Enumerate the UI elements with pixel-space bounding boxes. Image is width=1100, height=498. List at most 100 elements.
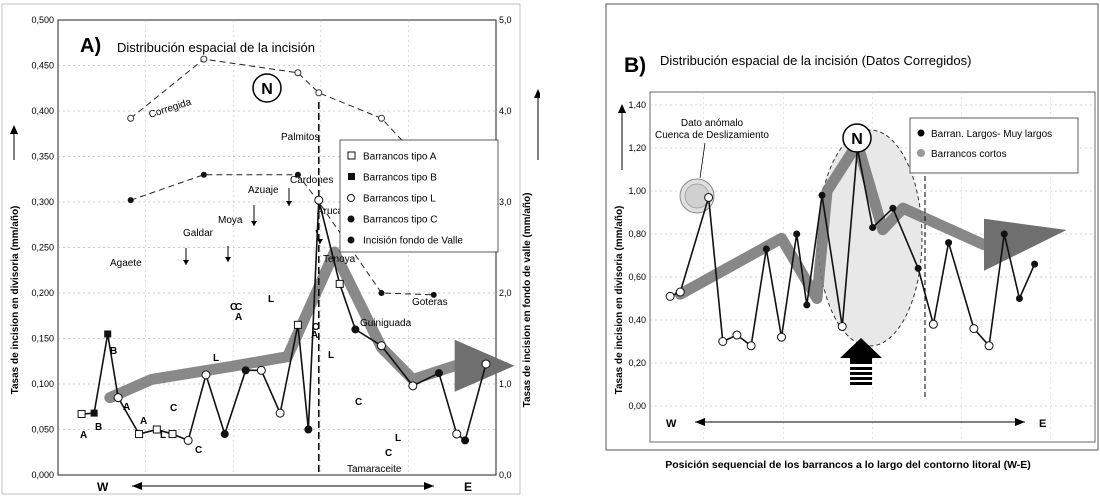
chart-b-x-end-label: E xyxy=(1039,418,1046,430)
chart-a-axis-arrow xyxy=(132,482,434,490)
y-tick-left: 0,100 xyxy=(31,379,54,389)
legend-marker xyxy=(347,236,355,244)
point-type-l xyxy=(481,359,491,369)
chart-a-panel-letter: A) xyxy=(80,35,101,57)
valley-point xyxy=(127,197,134,204)
point-open xyxy=(928,319,938,329)
chart-a-outer-frame xyxy=(1,3,521,495)
y-tick-right: 3,0 xyxy=(499,197,512,207)
point-type-label: C xyxy=(235,302,242,313)
point-type-label: A xyxy=(140,416,147,427)
point-type-label: A xyxy=(80,430,87,441)
y-tick-right: 4,0 xyxy=(499,106,512,116)
y-tick-left: 0,150 xyxy=(31,334,54,344)
point-type-l xyxy=(256,365,266,375)
point-open xyxy=(837,321,847,331)
y-tick-right: 5,0 xyxy=(499,15,512,25)
corrected-point xyxy=(127,114,135,122)
chart-b-north-label: N xyxy=(851,131,863,148)
annotation-label: Tenoya xyxy=(323,254,356,265)
valley-series-line xyxy=(130,174,434,296)
point-type-label: C xyxy=(355,397,362,408)
y-tick-left: 0,450 xyxy=(31,61,54,71)
chart-a-y-arrows xyxy=(10,89,540,160)
point-filled xyxy=(818,191,826,199)
legend-b-label-short: Barrancos cortos xyxy=(931,149,1007,160)
point-type-c xyxy=(461,436,470,445)
valley-point xyxy=(294,171,301,178)
point-open xyxy=(675,287,685,297)
legend-marker xyxy=(347,194,355,202)
point-type-label: A xyxy=(123,402,130,413)
point-filled xyxy=(889,204,897,212)
legend-label: Barrancos tipo A xyxy=(363,152,437,163)
chart-b-annotation-pointer xyxy=(699,142,706,179)
point-type-c xyxy=(351,325,360,334)
y-tick-left: 0,400 xyxy=(31,106,54,116)
legend-b-label-long: Barran. Largos- Muy largos xyxy=(931,129,1052,140)
point-type-label: C xyxy=(230,302,237,313)
legend-marker xyxy=(347,215,355,223)
annotation-arrowhead xyxy=(317,239,323,244)
chart-a-x-start-label: W xyxy=(97,480,109,494)
y-tick: 0,40 xyxy=(628,315,646,325)
trend-arrow-band xyxy=(104,246,461,404)
point-open xyxy=(777,332,786,342)
y-tick: 1,40 xyxy=(628,100,646,110)
point-type-label: L xyxy=(395,433,401,444)
point-type-label: L xyxy=(160,430,166,441)
point-open xyxy=(746,341,756,351)
chart-b-north-symbol: N xyxy=(842,123,872,153)
y-tick: 1,20 xyxy=(628,143,646,153)
annotation-label: Azuaje xyxy=(248,185,279,196)
point-type-c xyxy=(241,366,250,375)
annotation-arrowhead xyxy=(251,221,257,226)
y-tick-left: 0,350 xyxy=(31,152,54,162)
chart-a-title: Distribución espacial de la incisión xyxy=(117,40,315,55)
point-type-b xyxy=(104,330,112,338)
annotation-label: Tamaraceite xyxy=(347,464,402,475)
point-filled xyxy=(1000,230,1008,238)
legend-b-marker-long xyxy=(917,129,925,137)
point-filled xyxy=(803,301,811,309)
legend-b-marker-short xyxy=(917,149,925,157)
chart-b-axis-arrow xyxy=(695,418,1025,426)
annotation-arrowhead xyxy=(183,260,189,265)
valley-point xyxy=(378,290,385,296)
chart-a: 0,000 0,050 0,100 0,150 0,200 0,250 0,300 0,350… xyxy=(1,3,540,495)
point-filled xyxy=(1015,295,1023,302)
point-type-l xyxy=(183,435,193,445)
chart-b-outer-frame xyxy=(605,3,1099,451)
point-type-label: B xyxy=(95,422,102,433)
corrected-point xyxy=(294,69,302,77)
annotation-arrowhead xyxy=(286,201,292,206)
y-axis-label-right: Tasas de incision en fondo de valle (mm/… xyxy=(522,193,533,408)
point-type-c xyxy=(220,430,229,439)
chart-a-x-end-label: E xyxy=(464,480,472,494)
point-type-label: C xyxy=(385,448,392,459)
chart-a-north-label: N xyxy=(261,81,273,98)
chart-b-annotation-landslide: Cuenca de Deslizamiento xyxy=(655,130,769,141)
annotation-label: Arucas xyxy=(317,206,348,217)
corrected-series-line xyxy=(130,58,435,176)
chart-b-y-arrow xyxy=(618,104,626,170)
y-tick-right: 0,0 xyxy=(499,470,512,480)
point-type-label: A xyxy=(311,330,318,341)
chart-b-x-start-label: W xyxy=(666,418,677,430)
legend-box xyxy=(339,139,499,253)
point-type-l xyxy=(452,429,462,439)
y-tick-left: 0,250 xyxy=(31,243,54,253)
chart-b-up-arrow xyxy=(840,338,882,385)
legend-marker xyxy=(347,151,356,160)
chart-a-north-symbol: N xyxy=(252,73,282,103)
point-type-label: C xyxy=(312,322,319,333)
point-open xyxy=(984,341,994,351)
y-tick-left: 0,200 xyxy=(31,288,54,298)
chart-b-title: Distribución espacial de la incisión (Da… xyxy=(660,53,971,68)
point-type-a xyxy=(168,430,177,439)
annotation-label: Agaete xyxy=(110,258,142,269)
point-type-c xyxy=(304,425,313,434)
chart-b-legend: Barran. Largos- Muy largos Barrancos cor… xyxy=(909,117,1079,174)
corrected-point xyxy=(378,114,385,122)
y-tick-left: 0,000 xyxy=(31,470,54,480)
